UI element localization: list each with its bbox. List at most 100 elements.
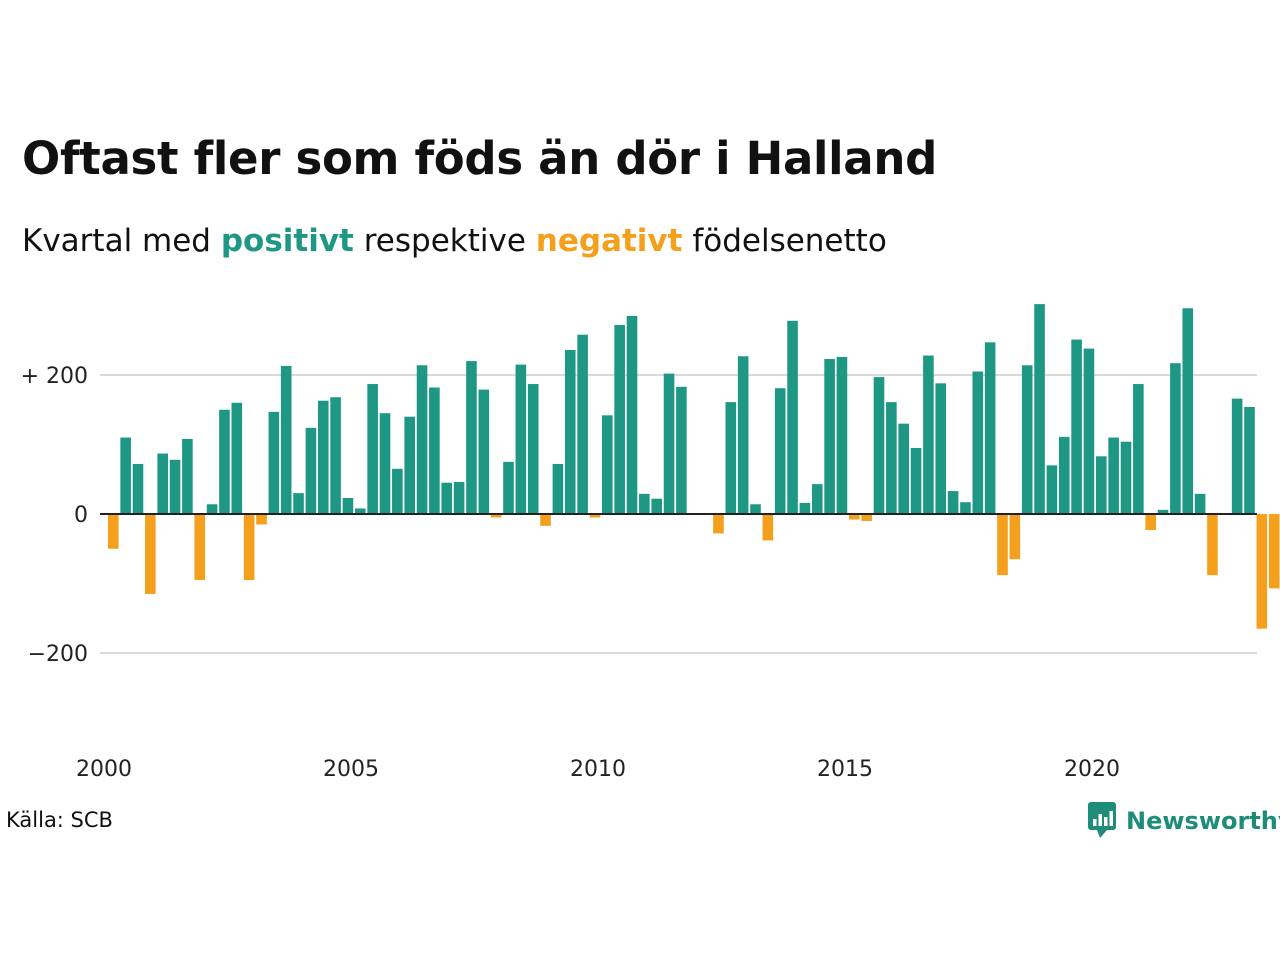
bar-2018-q4 [1034,304,1045,514]
bar-2021-q3 [1170,363,1181,514]
bar-2003-q2 [268,411,280,514]
bar-2013-q3 [774,388,786,514]
bar-2010-q2 [614,324,625,514]
chart-subtitle: Kvartal med positivt respektive negativt… [22,220,887,262]
bar-2005-q2 [367,384,378,514]
bar-2020-q1 [1096,456,1107,514]
bar-2018-q2 [1009,514,1021,560]
bar-2002-q4 [243,514,255,581]
bar-2000-q1 [108,514,119,549]
bar-2016-q3 [923,355,934,514]
bar-2003-q3 [280,365,292,514]
bar-2014-q4 [836,356,848,514]
bar-2004-q1 [305,427,317,514]
bar-2021-q4 [1182,308,1194,514]
bar-2000-q2 [120,437,131,514]
bar-2007-q2 [466,361,477,514]
y-tick-label-0: + 200 [21,364,88,389]
bar-2001-q2 [169,459,181,514]
y-axis-labels: + 200 0 −200 [21,364,88,667]
bar-2011-q2 [663,373,675,514]
x-tick-label-2005: 2005 [323,757,379,782]
brand-name: Newsworthy [1126,807,1280,835]
bar-2018-q1 [997,514,1008,576]
bar-2002-q2 [219,409,230,514]
bar-2021-q2 [1157,509,1169,514]
bar-2006-q2 [416,365,428,514]
bar-2001-q1 [157,453,168,514]
bar-2013-q2 [762,514,774,541]
bar-2014-q3 [824,359,835,514]
bar-2004-q2 [317,400,329,514]
bar-2022-q1 [1194,493,1206,514]
bar-2001-q4 [194,514,206,581]
bars [108,304,1280,629]
bar-2019-q3 [1071,339,1082,514]
x-tick-label-2015: 2015 [817,757,873,782]
bar-2008-q4 [540,514,551,526]
subtitle-prefix: Kvartal med [22,223,221,259]
x-tick-label-2020: 2020 [1064,757,1120,782]
bar-2019-q1 [1046,465,1058,514]
bar-2009-q4 [589,514,601,518]
bar-2011-q1 [651,498,662,514]
bar-2013-q1 [750,504,761,514]
bar-2016-q4 [935,383,947,514]
bar-2000-q3 [132,463,144,514]
bar-2011-q3 [676,386,687,514]
bar-2003-q1 [256,514,267,525]
bar-2023-q3 [1268,514,1280,589]
newsworthy-chat-bar-icon [1088,802,1116,838]
bar-2005-q3 [379,413,391,514]
subtitle-middle: respektive [353,223,536,259]
chart-title: Oftast fler som föds än dör i Halland [22,132,938,185]
bar-2005-q4 [392,468,403,514]
bar-2014-q2 [811,484,823,514]
bar-2017-q3 [972,371,984,514]
bar-2008-q3 [527,384,539,514]
bar-2022-q4 [1231,398,1243,514]
bar-2010-q3 [626,315,638,514]
subtitle-negative-word: negativt [535,223,683,259]
bar-2014-q1 [799,502,811,514]
bar-2020-q3 [1120,441,1132,514]
x-tick-label-2010: 2010 [570,757,626,782]
bar-2003-q4 [293,493,304,514]
bar-2022-q2 [1207,514,1218,576]
bar-2018-q3 [1021,365,1033,514]
bar-2015-q3 [873,377,885,514]
bar-2005-q1 [355,508,366,514]
bar-2017-q1 [947,491,959,514]
newsworthy-logo: Newsworthy [1088,802,1280,840]
bar-2007-q4 [490,514,502,518]
subtitle-positive-word: positivt [220,223,354,259]
bar-2023-q2 [1256,514,1268,629]
bar-2006-q3 [429,387,440,514]
bar-2017-q4 [984,342,996,514]
bar-2001-q3 [182,438,193,514]
bar-2020-q4 [1133,384,1144,514]
bar-2007-q3 [478,389,490,514]
bar-2019-q2 [1058,436,1070,514]
bar-2008-q1 [503,461,514,514]
bar-chart: + 200 0 −200 2000 2005 2010 2015 2020 [21,304,1280,782]
bar-2006-q1 [404,416,415,514]
bar-2000-q4 [145,514,156,594]
bar-2002-q3 [231,402,243,514]
bar-2016-q1 [898,423,909,514]
bar-2019-q4 [1083,348,1095,514]
gridlines [100,374,1257,654]
bar-2012-q3 [725,402,737,514]
subtitle-suffix: födelsenetto [682,223,887,259]
bar-2015-q2 [861,514,872,521]
bar-2015-q4 [886,402,897,514]
bar-2013-q4 [787,320,798,514]
bar-2023-q1 [1244,406,1255,514]
bar-2009-q2 [564,349,576,514]
x-tick-label-2000: 2000 [76,757,132,782]
y-tick-label-2: −200 [28,642,88,667]
bar-2004-q3 [330,397,341,514]
bar-2009-q3 [577,334,588,514]
bar-2004-q4 [342,498,354,514]
bar-2009-q1 [552,463,564,514]
